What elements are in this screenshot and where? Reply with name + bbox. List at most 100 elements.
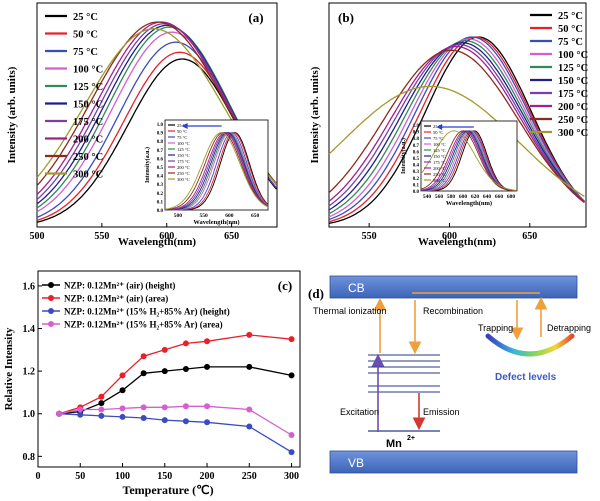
inset-legend-label: 300 °C — [177, 177, 190, 182]
excitation-label: Excitation — [340, 407, 379, 417]
panel-b: 550 600 650 Wavelength(nm) Intensity (arb.… — [309, 2, 588, 248]
panel-b-x-label: Wavelength(nm) — [418, 236, 497, 248]
data-point — [246, 331, 253, 338]
conduction-band-label: CB — [348, 281, 365, 295]
detrapping-label: Detrapping — [547, 323, 591, 333]
legend-label: NZP: 0.12Mn²⁺ (air) (height) — [64, 281, 175, 291]
panel-b-legend: 25 °C 50 °C 75 °C 100 °C 125 °C 150 °C 175 °C 2… — [530, 11, 588, 139]
inset-shift-arrowhead — [181, 123, 188, 129]
inset-y-tick-label: 0.6 — [413, 150, 420, 155]
legend-label: 175 °C — [73, 117, 103, 128]
legend-label: 300 °C — [73, 170, 103, 181]
inset-x-tick-label: 550 — [200, 213, 209, 219]
x-tick-label: 200 — [200, 471, 215, 482]
panel-b-frame — [328, 2, 587, 228]
panel-a-tag: (a) — [248, 10, 263, 25]
data-point — [288, 336, 295, 343]
defect-levels-arc — [485, 333, 575, 357]
x-tick-label: 600 — [159, 231, 174, 242]
emission-label: Emission — [423, 407, 460, 417]
data-point — [77, 411, 84, 418]
panel-a-x-label: Wavelength(nm) — [118, 236, 197, 248]
data-point — [140, 353, 147, 360]
inset-y-tick-label: 0.0 — [413, 190, 420, 195]
inset-y-tick-label: 0.1 — [413, 183, 420, 188]
series-line — [59, 366, 292, 415]
panel-b-y-label: Intensity (arb. units) — [309, 66, 321, 163]
inset-y-tick-label: 0.4 — [157, 175, 164, 180]
inset-x-tick-label: 580 — [447, 194, 456, 200]
inset-y-tick-label: 0.2 — [413, 177, 420, 182]
data-point — [246, 363, 253, 370]
inset-x-tick-label: 560 — [435, 194, 444, 200]
data-point — [204, 363, 211, 370]
inset-x-tick-label: 640 — [483, 194, 492, 200]
inset-curve — [420, 130, 517, 191]
panel-c: 0 50 100 150 200 250 300 0.8 1.0 1.2 1.4 1.6 NZP: 0… — [3, 270, 301, 497]
inset-y-tick-label: 0.3 — [157, 183, 164, 188]
inset-curve — [420, 130, 517, 192]
x-tick-label: 300 — [284, 471, 299, 482]
inset-x-tick-label: 500 — [174, 213, 183, 219]
data-point — [161, 404, 168, 411]
legend-label: 100 °C — [558, 50, 588, 61]
mn-energy-levels — [368, 354, 440, 432]
panel-c-series — [56, 331, 295, 456]
data-point — [119, 413, 126, 420]
data-point — [182, 403, 189, 410]
legend-label: NZP: 0.12Mn²⁺ (air) (area) — [64, 294, 168, 304]
legend-label: 25 °C — [73, 12, 98, 23]
data-point — [161, 417, 168, 424]
inset-legend-label: 175 °C — [433, 160, 446, 165]
panel-b-curves — [328, 36, 585, 225]
inset-legend-label: 150 °C — [177, 153, 190, 158]
panel-b-x-ticks: 550 600 650 — [362, 223, 537, 242]
inset-y-tick-label: 0.1 — [157, 200, 164, 205]
legend-label: 300 °C — [558, 128, 588, 139]
inset-y-tick-label: 0.6 — [157, 157, 164, 162]
x-tick-label: 0 — [36, 471, 41, 482]
inset-y-tick-label: 0.0 — [157, 209, 164, 214]
legend-marker — [48, 295, 54, 301]
legend-label: 200 °C — [73, 135, 103, 146]
inset-curve — [164, 132, 269, 211]
legend-label: 175 °C — [558, 89, 588, 100]
inset-y-tick-label: 0.9 — [157, 132, 164, 137]
recombination-label: Recombination — [423, 306, 483, 316]
inset-curve — [165, 132, 269, 211]
panel-b-inset: 540 560 580 600 620 640 660 680 0.0 0.10.2 0.30.4 0… — [400, 120, 518, 207]
x-tick-label: 500 — [30, 231, 45, 242]
x-tick-label: 150 — [157, 471, 172, 482]
defect-levels-label: Defect levels — [495, 372, 557, 383]
y-tick-label: 0.8 — [23, 452, 36, 463]
inset-legend-label: 50 °C — [433, 130, 443, 135]
inset-x-tick-label: 600 — [459, 194, 468, 200]
inset-x-label: Wavelength(nm) — [193, 219, 239, 226]
inset-y-tick-label: 0.5 — [157, 166, 164, 171]
inset-y-tick-label: 0.4 — [413, 164, 420, 169]
inset-legend-label: 175 °C — [177, 159, 190, 164]
inset-legend-label: 150 °C — [433, 154, 446, 159]
data-point — [98, 393, 105, 400]
panel-c-y-label: Relative Intensity — [3, 327, 15, 410]
legend-label: NZP: 0.12Mn²⁺ (15% H₂+85% Ar) (area) — [64, 320, 223, 330]
legend-marker — [48, 321, 54, 327]
spectrum-curve — [328, 49, 585, 203]
x-tick-label: 600 — [442, 231, 457, 242]
inset-x-tick-label: 540 — [423, 194, 432, 200]
panel-a-y-label: Intensity (arb. units) — [6, 66, 18, 163]
inset-legend-label: 200 °C — [177, 165, 190, 170]
spectrum-curve — [328, 45, 585, 204]
inset-curve — [165, 132, 269, 211]
inset-y-label: Intensity(a.u.) — [400, 138, 407, 174]
inset-legend-label: 100 °C — [177, 141, 190, 146]
x-tick-label: 250 — [242, 471, 257, 482]
inset-y-tick-label: 0.3 — [413, 170, 420, 175]
data-point — [98, 400, 105, 407]
x-tick-label: 650 — [224, 231, 239, 242]
inset-x-tick-label: 680 — [507, 194, 516, 200]
panel-c-tag: (c) — [278, 278, 292, 293]
inset-legend-label: 200 °C — [433, 166, 446, 171]
spectrum-curve — [328, 36, 585, 223]
